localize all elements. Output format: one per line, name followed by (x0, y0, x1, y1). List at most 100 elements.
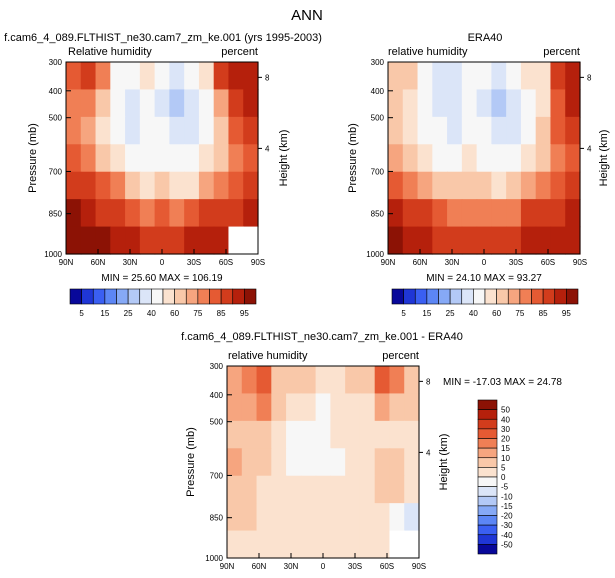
colorbar-box (519, 288, 532, 305)
heatmap-cell (432, 199, 448, 228)
heatmap-cell (404, 420, 420, 449)
y-tick-label: 700 (371, 167, 385, 176)
heatmap-cell (359, 366, 376, 395)
heatmap-cell (535, 199, 552, 228)
heatmap-cell (520, 226, 537, 255)
heatmap-cell (110, 199, 126, 228)
x-tick-label: 90S (412, 562, 426, 571)
panel-model-cells (66, 62, 259, 255)
y-tick-label: 300 (371, 58, 385, 67)
heatmap-cell (550, 62, 566, 91)
colorbar-box (151, 288, 164, 305)
colorbar-label: -50 (501, 540, 513, 549)
colorbar-box (477, 409, 498, 420)
heatmap-cell (402, 116, 419, 145)
colorbar-box (185, 288, 199, 305)
x-tick-label: 90N (381, 258, 396, 267)
heatmap-cell (228, 171, 244, 200)
colorbar-box (477, 428, 498, 439)
colorbar-label: -30 (501, 521, 513, 530)
heatmap-cell (169, 171, 185, 200)
heatmap-cell (125, 171, 141, 200)
heatmap-cell (491, 226, 507, 255)
colorbar-box (531, 288, 544, 305)
colorbar-box (174, 288, 187, 305)
colorbar-box (507, 288, 521, 305)
colorbar-label: -40 (501, 531, 513, 540)
heatmap-cell (345, 503, 361, 532)
x-tick-label: 90N (59, 258, 74, 267)
x-tick-label: 60N (252, 562, 267, 571)
heatmap-cell (271, 530, 287, 559)
colorbar-label: 0 (501, 473, 506, 482)
heatmap-cell (432, 144, 448, 173)
heatmap-cell (565, 89, 581, 118)
heatmap-cell (506, 116, 522, 145)
heatmap-cell (80, 116, 97, 145)
panel-obs-yticks: 300 400 500 700 850 1000 (366, 58, 393, 259)
x-tick-label: 60S (541, 258, 555, 267)
heatmap-cell (565, 62, 581, 91)
y-tick-label: 300 (210, 362, 224, 371)
panel-obs-ylabel: Pressure (mb) (347, 123, 359, 193)
heatmap-cell (95, 116, 111, 145)
panel-diff-ylabel: Pressure (mb) (185, 427, 197, 497)
y2-tick-label: 4 (265, 144, 270, 153)
heatmap-cell (345, 530, 361, 559)
heatmap-cell (110, 116, 126, 145)
heatmap-cell (402, 226, 419, 255)
heatmap-cell (198, 144, 215, 173)
heatmap-cell (110, 226, 126, 255)
panel-obs-stats: MIN = 24.10 MAX = 93.27 (426, 273, 542, 284)
colorbar-label: 50 (501, 406, 510, 415)
heatmap-cell (227, 503, 243, 532)
heatmap-cell (169, 144, 185, 173)
heatmap-cell (139, 62, 156, 91)
heatmap-cell (227, 420, 243, 449)
heatmap-cell (389, 530, 405, 559)
heatmap-cell (330, 420, 346, 449)
heatmap-cell (461, 116, 478, 145)
colorbar-box (244, 288, 257, 305)
heatmap-cell (198, 171, 215, 200)
heatmap-cell (476, 62, 492, 91)
heatmap-cell (213, 226, 230, 255)
heatmap-cell (388, 116, 404, 145)
heatmap-cell (286, 530, 302, 559)
heatmap-cell (241, 366, 258, 395)
heatmap-cell (447, 116, 463, 145)
heatmap-cell (374, 530, 391, 559)
heatmap-cell (461, 144, 478, 173)
panel-obs: ERA40 relative humidity percent 300 400 50… (347, 32, 610, 284)
heatmap-cell (66, 116, 82, 145)
heatmap-cell (535, 62, 552, 91)
heatmap-cell (154, 89, 170, 118)
colorbar-label: 15 (501, 444, 510, 453)
panel-diff-cells (227, 366, 420, 559)
y2-tick-label: 4 (426, 448, 431, 457)
heatmap-cell (80, 62, 97, 91)
heatmap-cell (447, 144, 463, 173)
heatmap-cell (506, 171, 522, 200)
heatmap-cell (520, 199, 537, 228)
colorbar-label: 10 (501, 454, 510, 463)
heatmap-cell (388, 62, 404, 91)
heatmap-cell (95, 62, 111, 91)
heatmap-cell (476, 199, 492, 228)
heatmap-cell (184, 62, 200, 91)
colorbar-box (477, 515, 498, 526)
colorbar-label: 60 (492, 309, 501, 318)
colorbar-box (477, 418, 498, 430)
colorbar-label: 15 (100, 309, 109, 318)
heatmap-cell (550, 171, 566, 200)
heatmap-cell (243, 144, 259, 173)
heatmap-cell (404, 530, 420, 559)
heatmap-cell (520, 89, 537, 118)
heatmap-cell (432, 89, 448, 118)
heatmap-cell (359, 448, 376, 477)
heatmap-cell (95, 199, 111, 228)
colorbar-box (391, 288, 404, 305)
heatmap-cell (550, 199, 566, 228)
heatmap-cell (535, 144, 552, 173)
